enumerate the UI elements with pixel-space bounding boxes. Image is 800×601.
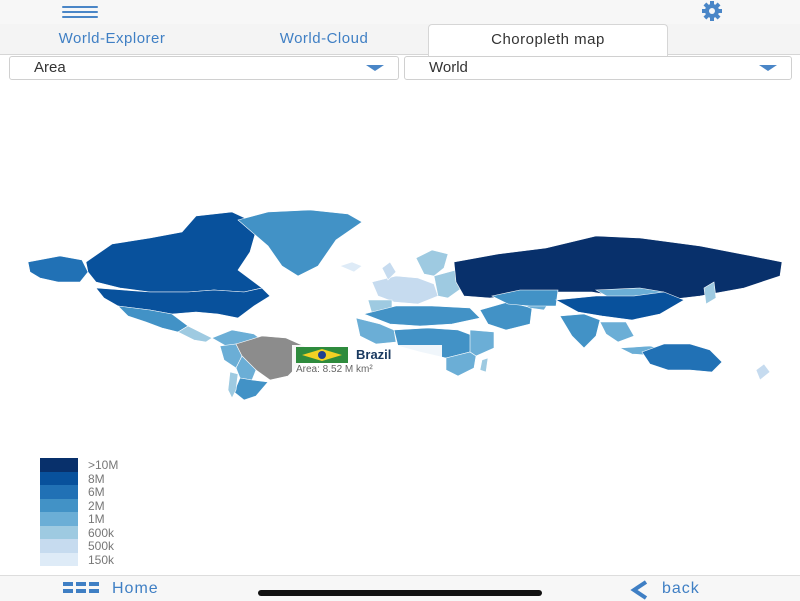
legend-swatch xyxy=(40,471,78,485)
country-iceland[interactable] xyxy=(339,261,363,273)
legend-label: 8M xyxy=(88,471,105,486)
back-button[interactable]: back xyxy=(628,578,738,600)
country-new-zealand[interactable] xyxy=(755,363,771,381)
country-scandinavia[interactable] xyxy=(415,249,449,277)
tab-world-explorer[interactable]: World-Explorer xyxy=(58,30,166,47)
legend-label: 6M xyxy=(88,485,105,499)
tooltip-country-name: Brazil xyxy=(356,347,392,362)
region-select-value: World xyxy=(429,59,468,76)
country-uk[interactable] xyxy=(381,261,397,281)
tooltip-country-area: Area: 8.52 M km² xyxy=(296,364,373,375)
country-australia[interactable] xyxy=(641,343,723,373)
menu-button[interactable] xyxy=(62,2,98,20)
country-kazakhstan[interactable] xyxy=(491,289,559,307)
home-label: Home xyxy=(112,580,159,597)
gear-icon xyxy=(702,1,722,21)
country-southeast-asia[interactable] xyxy=(599,321,635,343)
country-china[interactable] xyxy=(555,291,685,321)
country-west-africa[interactable] xyxy=(355,317,397,345)
tab-world-cloud[interactable]: World-Cloud xyxy=(279,30,369,47)
chevron-down-icon xyxy=(366,65,384,71)
country-alaska[interactable] xyxy=(27,255,89,283)
legend-label: 2M xyxy=(88,498,105,513)
tab-choropleth-map[interactable]: Choropleth map xyxy=(428,24,668,56)
legend-swatch xyxy=(40,458,78,472)
legend-swatch xyxy=(40,485,78,499)
chevron-down-icon xyxy=(759,65,777,71)
country-arabia[interactable] xyxy=(479,301,533,331)
country-greenland[interactable] xyxy=(237,209,363,277)
legend-label: 600k xyxy=(88,525,115,540)
country-east-africa[interactable] xyxy=(469,329,495,357)
tab-bar: World-Explorer World-Cloud Choropleth ma… xyxy=(0,24,800,56)
country-usa[interactable] xyxy=(95,287,271,319)
metric-select-value: Area xyxy=(34,59,66,76)
bottom-bar: Home back xyxy=(0,575,800,601)
country-madagascar[interactable] xyxy=(479,357,489,373)
country-argentina[interactable] xyxy=(233,377,269,400)
map-legend: >10M 8M 6M 2M 1M 600k 500k 150k xyxy=(40,458,190,568)
country-tooltip: Brazil Area: 8.52 M km² xyxy=(292,345,442,375)
legend-swatch xyxy=(40,539,78,553)
legend-label: 500k xyxy=(88,539,115,553)
country-north-africa[interactable] xyxy=(363,305,481,327)
region-select[interactable]: World xyxy=(404,56,792,80)
legend-swatch xyxy=(40,552,78,566)
legend-label: 150k xyxy=(88,552,115,567)
metric-select[interactable]: Area xyxy=(9,56,399,80)
country-india[interactable] xyxy=(559,313,601,349)
grid-icon xyxy=(63,582,99,593)
settings-button[interactable] xyxy=(694,0,730,24)
country-canada[interactable] xyxy=(85,211,263,293)
legend-swatch xyxy=(40,512,78,526)
home-indicator xyxy=(258,590,542,596)
country-southern-africa[interactable] xyxy=(445,351,477,377)
top-bar xyxy=(0,0,800,24)
country-eastern-europe[interactable] xyxy=(433,269,463,299)
country-bolivia-paraguay[interactable] xyxy=(235,355,257,381)
chevron-left-icon xyxy=(630,580,648,600)
legend-swatch xyxy=(40,525,78,539)
legend-label: >10M xyxy=(88,458,119,472)
world-map[interactable] xyxy=(0,190,800,400)
back-label: back xyxy=(662,580,700,597)
hamburger-icon xyxy=(62,6,98,8)
brazil-flag-icon xyxy=(296,347,348,363)
country-chile[interactable] xyxy=(227,371,239,399)
legend-label: 1M xyxy=(88,512,105,526)
country-japan[interactable] xyxy=(703,281,717,305)
legend-swatch xyxy=(40,498,78,512)
